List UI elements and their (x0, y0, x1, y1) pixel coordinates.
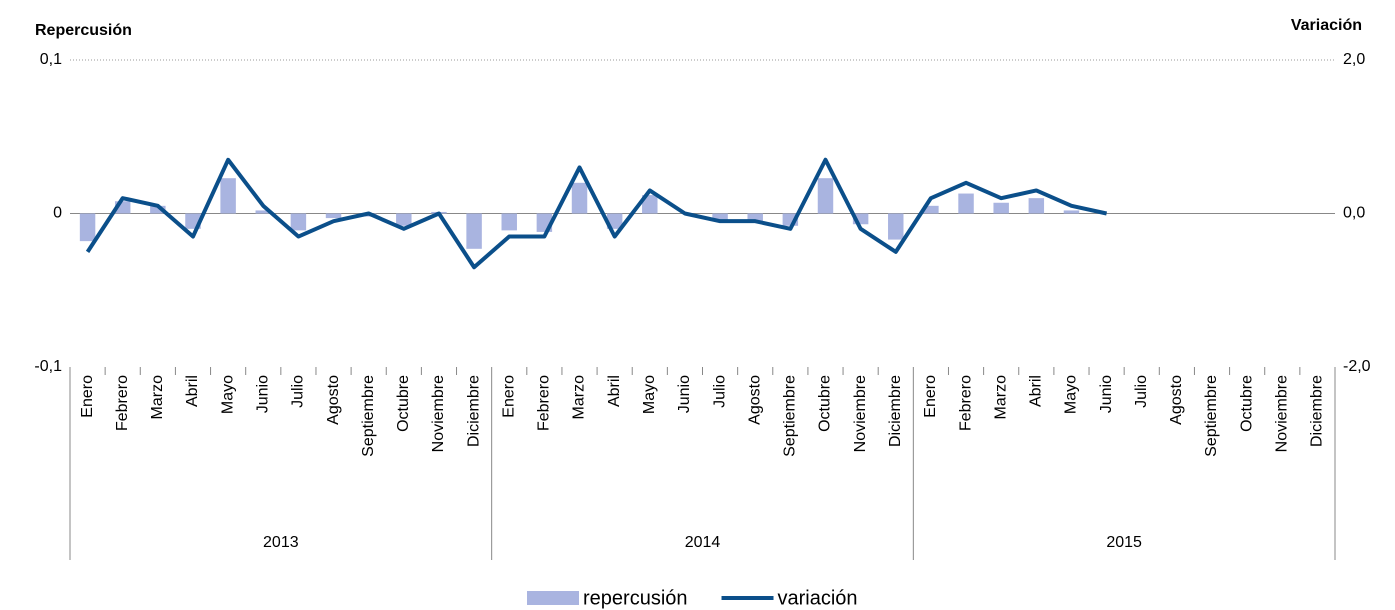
bar (325, 213, 342, 219)
bar (501, 213, 517, 231)
x-tick-label: Agosto (1168, 375, 1185, 425)
x-tick-label: Mayo (219, 375, 236, 414)
x-tick-label: Abril (1028, 375, 1045, 407)
x-tick-label: Septiembre (1203, 375, 1220, 457)
x-tick-label: Marzo (992, 375, 1009, 420)
x-tick-label: Enero (500, 375, 517, 418)
x-tick-label: Julio (711, 375, 728, 408)
bar (255, 210, 271, 214)
x-tick-label: Mayo (1063, 375, 1080, 414)
x-tick-label: Junio (676, 375, 693, 413)
legend-label: repercusión (583, 587, 688, 609)
x-tick-label: Marzo (149, 375, 166, 420)
bar (993, 202, 1009, 214)
x-tick-label: Noviembre (852, 375, 869, 452)
x-tick-label: Febrero (114, 375, 131, 431)
x-tick-label: Diciembre (887, 375, 904, 447)
group-label: 2013 (263, 534, 299, 551)
bar (466, 213, 482, 249)
x-tick-label: Julio (290, 375, 307, 408)
bar (1028, 198, 1045, 214)
x-tick-label: Mayo (641, 375, 658, 414)
x-tick-label: Abril (184, 375, 201, 407)
y2-tick-label: 2,0 (1343, 51, 1365, 68)
bar (958, 193, 974, 214)
x-tick-label: Octubre (395, 375, 412, 432)
x-tick-label: Enero (79, 375, 96, 418)
x-tick-label: Junio (1098, 375, 1115, 413)
x-tick-label: Octubre (1238, 375, 1255, 432)
x-tick-label: Noviembre (1274, 375, 1291, 452)
legend-swatch (527, 591, 579, 605)
x-tick-label: Febrero (957, 375, 974, 431)
y2-axis-title: Variación (1291, 17, 1362, 34)
x-tick-label: Junio (254, 375, 271, 413)
bar (571, 182, 588, 214)
x-tick-label: Febrero (536, 375, 553, 431)
bar (220, 178, 236, 214)
x-tick-label: Julio (1133, 375, 1150, 408)
bar (852, 213, 869, 225)
group-label: 2015 (1106, 534, 1142, 551)
x-tick-label: Enero (922, 375, 939, 418)
bar (642, 195, 658, 214)
x-tick-label: Marzo (571, 375, 588, 420)
y-tick-label: 0 (53, 205, 62, 222)
bar (747, 213, 763, 222)
x-tick-label: Agosto (325, 375, 342, 425)
y2-tick-label: 0,0 (1343, 205, 1365, 222)
x-tick-label: Septiembre (782, 375, 799, 457)
line (85, 157, 1108, 270)
y-tick-label: 0,1 (40, 51, 62, 68)
x-tick-label: Noviembre (430, 375, 447, 452)
group-label: 2014 (685, 534, 721, 551)
bar (290, 213, 307, 231)
legend-label: variación (778, 587, 858, 609)
bar (79, 213, 96, 242)
bar (923, 205, 939, 214)
x-tick-label: Agosto (746, 375, 763, 425)
bar (150, 205, 166, 214)
bar (888, 213, 904, 240)
bar (396, 213, 412, 226)
y-tick-label: -0,1 (34, 358, 62, 375)
bar (1063, 210, 1080, 214)
x-tick-label: Septiembre (360, 375, 377, 457)
x-tick-label: Abril (606, 375, 623, 407)
y2-tick-label: -2,0 (1343, 358, 1371, 375)
y-axis-title: Repercusión (35, 22, 132, 39)
x-tick-label: Diciembre (465, 375, 482, 447)
x-tick-label: Octubre (817, 375, 834, 432)
x-tick-label: Diciembre (1309, 375, 1326, 447)
bar (817, 178, 834, 214)
bar (712, 213, 728, 222)
